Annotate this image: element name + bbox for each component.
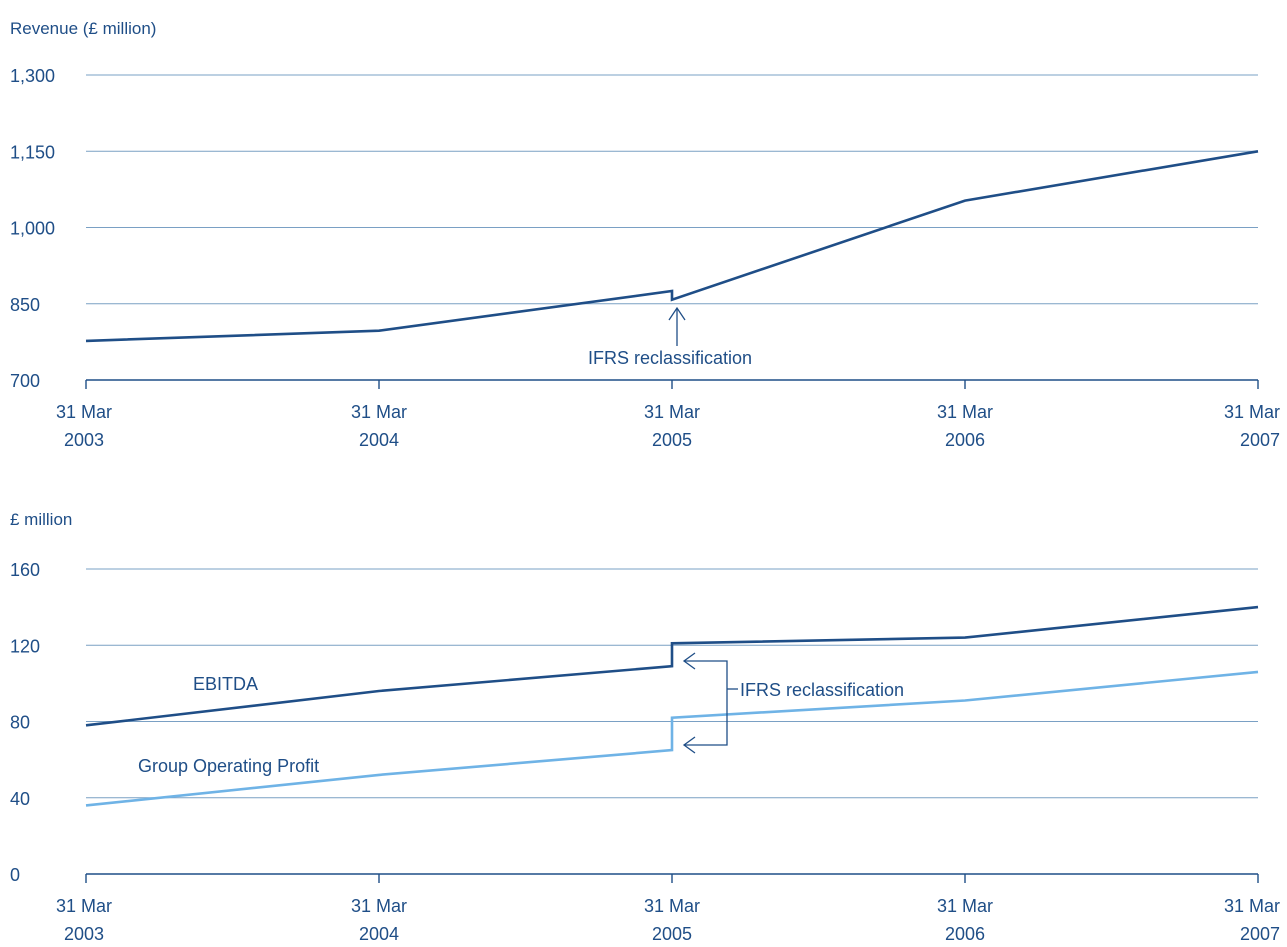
profit-annotation-label: IFRS reclassification (740, 680, 904, 700)
group-operating-profit-line (85, 670, 1259, 807)
revenue-x-tick-label-year: 2004 (359, 430, 399, 450)
profit-x-tick-label-year: 2004 (359, 924, 399, 944)
revenue-annotation-arrowhead (668, 306, 686, 321)
profit-x-tick-label-year: 2005 (652, 924, 692, 944)
revenue-chart-title: Revenue (£ million) (10, 19, 156, 38)
profit-x-tick-label-year: 2003 (64, 924, 104, 944)
ebitda-series-label: EBITDA (193, 674, 258, 694)
profit-y-tick-label: 0 (10, 865, 20, 885)
revenue-x-tick-label-year: 2005 (652, 430, 692, 450)
revenue-x-tick-label: 31 Mar (937, 402, 993, 422)
profit-ifrs-annotation: IFRS reclassification (682, 652, 904, 754)
revenue-x-tick-label-year: 2003 (64, 430, 104, 450)
profit-annotation-bracket (684, 660, 728, 746)
profit-y-tick-label: 160 (10, 560, 40, 580)
revenue-x-tick-label: 31 Mar (644, 402, 700, 422)
profit-annotation-lower-arrowhead (682, 736, 696, 754)
profit-y-ticks: 160 120 80 40 0 (10, 560, 40, 885)
revenue-y-tick-label: 850 (10, 295, 40, 315)
revenue-series (85, 150, 1259, 343)
revenue-y-tick-label: 1,000 (10, 219, 55, 239)
revenue-annotation-label: IFRS reclassification (588, 348, 752, 368)
revenue-y-ticks: 1,300 1,150 1,000 850 700 (10, 66, 55, 391)
profit-x-tick-label: 31 Mar (644, 896, 700, 916)
revenue-x-tick-label-year: 2007 (1240, 430, 1280, 450)
revenue-x-tick-label: 31 Mar (351, 402, 407, 422)
profit-x-tick-label: 31 Mar (937, 896, 993, 916)
revenue-x-tick-label: 31 Mar (56, 402, 112, 422)
profit-chart-title: £ million (10, 510, 72, 529)
profit-x-tick-label: 31 Mar (56, 896, 112, 916)
revenue-y-tick-label: 700 (10, 371, 40, 391)
profit-y-tick-label: 80 (10, 713, 30, 733)
profit-x-ticks: 31 Mar 2003 31 Mar 2004 31 Mar 2005 31 Mar 2006… (56, 874, 1280, 944)
revenue-x-tick-label-year: 2006 (945, 430, 985, 450)
ebitda-line (85, 605, 1259, 727)
profit-chart: £ million 160 120 80 40 0 31 Mar 2003 31 Mar 20… (10, 510, 1280, 944)
profit-annotation-upper-arrowhead (682, 652, 696, 670)
profit-y-tick-label: 40 (10, 789, 30, 809)
profit-x-tick-label: 31 Mar (1224, 896, 1280, 916)
revenue-x-tick-label: 31 Mar (1224, 402, 1280, 422)
profit-x-tick-label: 31 Mar (351, 896, 407, 916)
revenue-x-ticks: 31 Mar 2003 31 Mar 2004 31 Mar 2005 31 Mar 2006… (56, 380, 1280, 450)
revenue-line (85, 150, 1259, 343)
profit-y-tick-label: 120 (10, 636, 40, 656)
profit-series (85, 605, 1259, 807)
revenue-y-tick-label: 1,150 (10, 142, 55, 162)
profit-x-tick-label-year: 2007 (1240, 924, 1280, 944)
revenue-y-tick-label: 1,300 (10, 66, 55, 86)
revenue-chart: Revenue (£ million) 1,300 1,150 1,000 850 70… (10, 19, 1280, 450)
revenue-ifrs-annotation: IFRS reclassification (588, 306, 752, 368)
profit-x-tick-label-year: 2006 (945, 924, 985, 944)
group-operating-profit-series-label: Group Operating Profit (138, 756, 319, 776)
